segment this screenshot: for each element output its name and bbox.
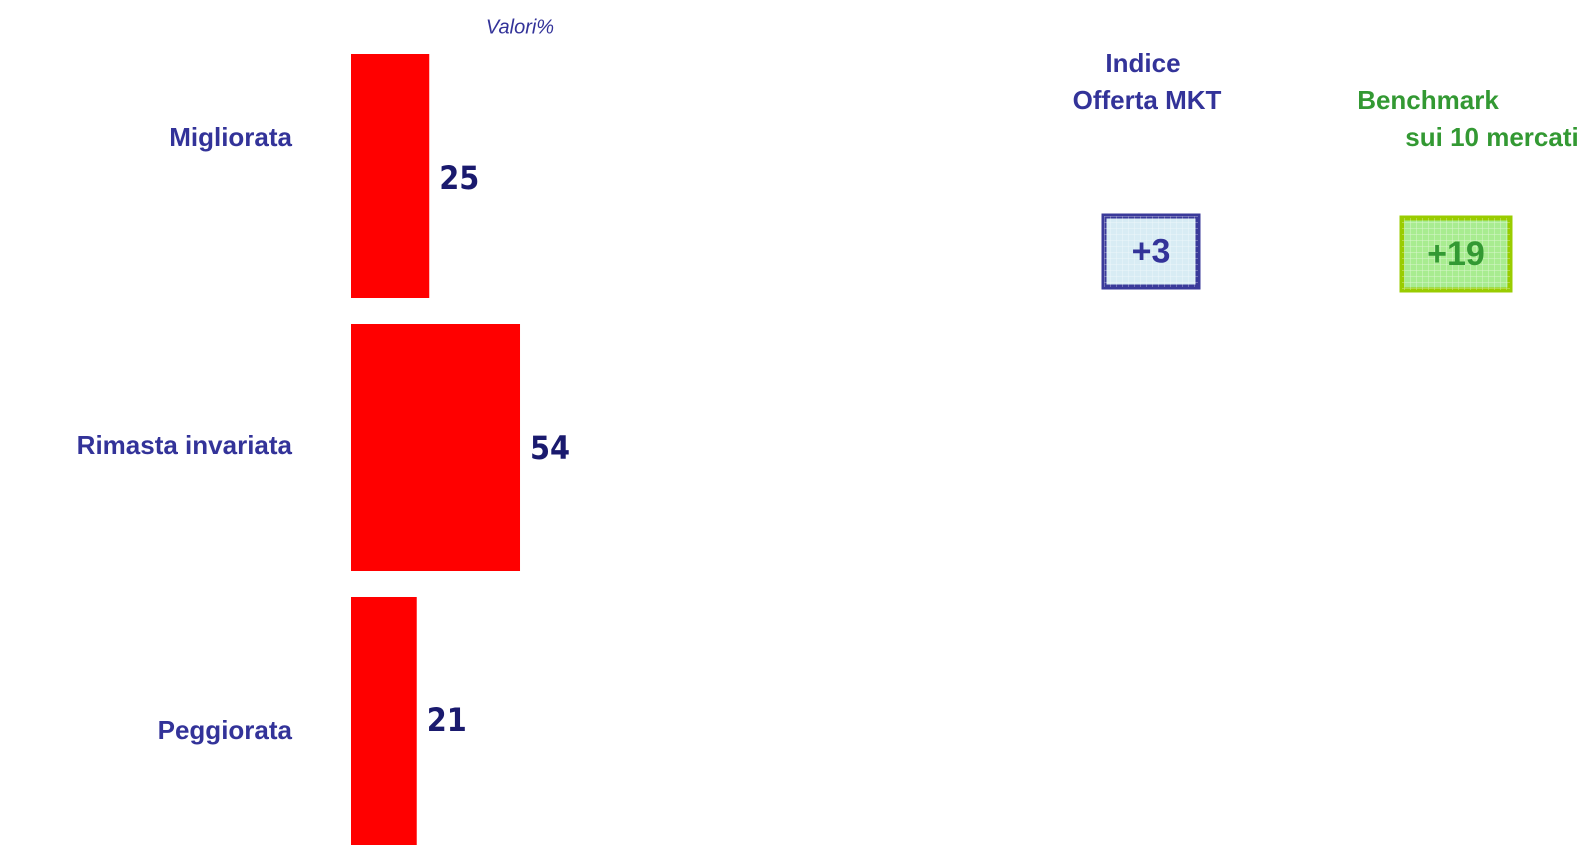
bar <box>351 324 521 571</box>
annotation-title: Indice <box>1105 48 1180 78</box>
data-label: 25 <box>439 159 479 197</box>
annotation-value: +19 <box>1427 235 1485 273</box>
bar <box>351 597 417 845</box>
annotation-value: +3 <box>1132 232 1171 270</box>
category-label: Rimasta invariata <box>77 430 293 460</box>
annotation-title: Offerta MKT <box>1073 85 1222 115</box>
category-label: Migliorata <box>169 122 292 152</box>
annotation-title: sui 10 mercati <box>1405 122 1578 152</box>
annotation-title: Benchmark <box>1357 85 1499 115</box>
chart-subtitle: Valori% <box>486 16 554 38</box>
category-label: Peggiorata <box>158 715 293 745</box>
data-label: 21 <box>427 701 467 739</box>
annotation-grid <box>1402 218 1510 290</box>
annotation-grid <box>1104 216 1198 287</box>
data-label: 54 <box>530 429 570 467</box>
bar <box>351 54 430 298</box>
